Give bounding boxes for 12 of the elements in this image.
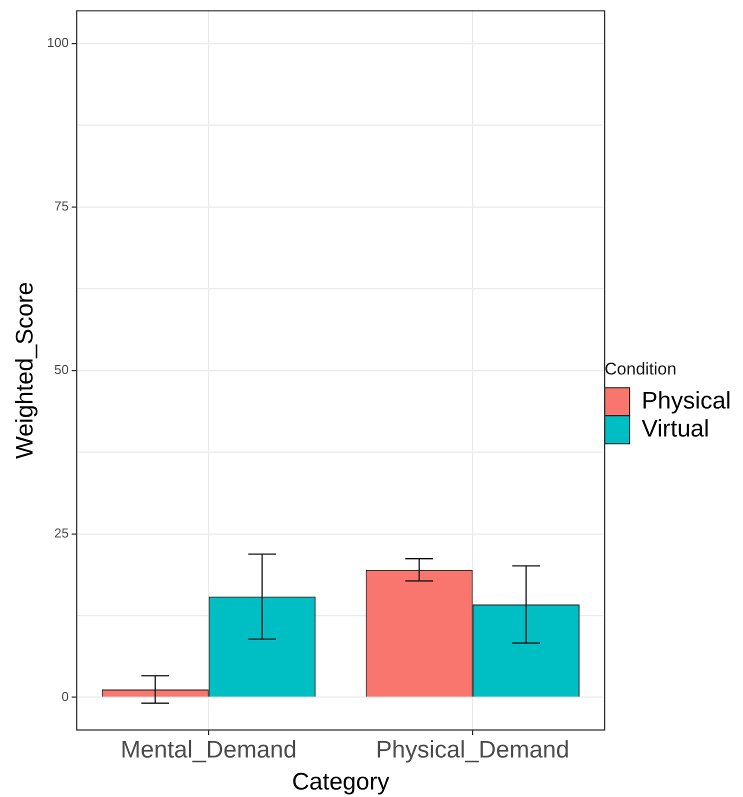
- y-tick-label: 100: [46, 35, 69, 50]
- x-axis-title: Category: [292, 768, 390, 796]
- legend-label: Physical: [642, 387, 732, 414]
- legend-label: Virtual: [642, 415, 710, 442]
- legend-title: Condition: [604, 359, 676, 378]
- y-axis-title: Weighted_Score: [12, 282, 39, 459]
- x-tick-label: Mental_Demand: [120, 736, 297, 764]
- x-tick-label: Physical_Demand: [376, 736, 570, 764]
- y-tick-label: 50: [54, 362, 69, 377]
- y-tick-label: 0: [61, 688, 69, 704]
- y-tick-label: 25: [54, 525, 69, 540]
- y-tick-label: 75: [54, 198, 69, 214]
